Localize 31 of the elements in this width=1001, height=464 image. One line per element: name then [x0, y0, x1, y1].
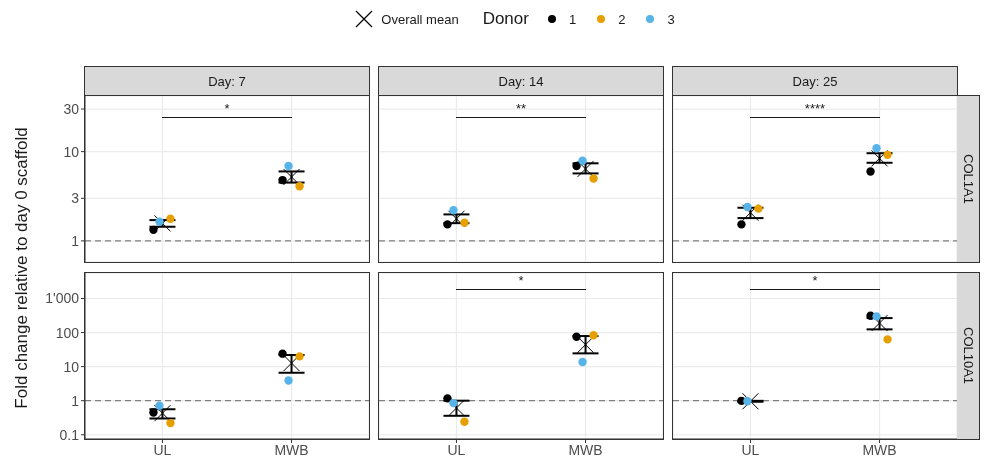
x-tick-label: MWB: [862, 441, 897, 458]
legend-label: 3: [667, 11, 675, 27]
y-tick-label: 1: [71, 392, 80, 409]
legend-label: 2: [618, 11, 626, 27]
y-tick-label: 3: [71, 190, 80, 207]
text: COL1A1: [960, 154, 976, 204]
y-tick-label: 30: [63, 101, 80, 118]
y-axis-title: Fold change relative to day 0 scaffold: [12, 126, 31, 409]
x-tick-label: UL: [153, 441, 172, 458]
y-tick-label: 1: [71, 232, 80, 249]
y-tick-label: 1'000: [45, 290, 80, 307]
x-tick-label: MWB: [568, 441, 603, 458]
y-tick-label: 100: [55, 324, 80, 341]
text: COL10A1: [960, 327, 976, 385]
y-tick-label: 10: [63, 143, 80, 160]
chart-title: Day: 7: [208, 73, 246, 89]
legend-label: Overall mean: [381, 11, 459, 27]
annotation: *: [518, 273, 524, 288]
annotation: **: [515, 101, 527, 116]
annotation: ****: [804, 101, 826, 116]
y-tick-label: 0.1: [59, 426, 80, 443]
chart-title: Day: 14: [498, 73, 544, 89]
annotation: *: [224, 101, 230, 116]
x-tick-label: UL: [741, 441, 760, 458]
legend-label: 1: [568, 11, 577, 27]
chart-title: Day: 25: [792, 73, 838, 89]
x-tick-label: UL: [447, 441, 466, 458]
x-tick-label: MWB: [274, 441, 309, 458]
legend-title: Donor: [482, 9, 529, 29]
y-tick-label: 10: [63, 358, 80, 375]
annotation: *: [812, 273, 818, 288]
